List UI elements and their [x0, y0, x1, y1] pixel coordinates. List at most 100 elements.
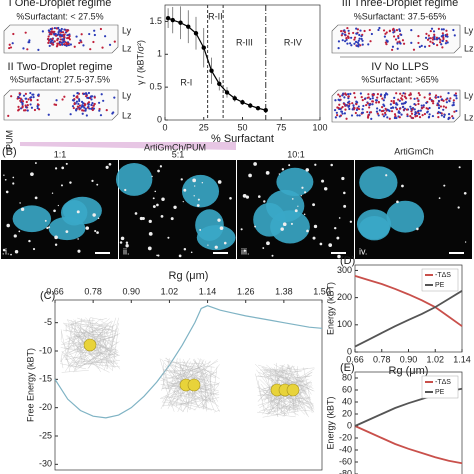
granule — [96, 183, 99, 186]
particle — [440, 28, 443, 31]
particle — [374, 99, 378, 102]
particle — [398, 107, 402, 110]
particle — [381, 113, 384, 116]
data-point — [240, 100, 245, 105]
particle — [393, 113, 397, 116]
particle — [358, 114, 361, 117]
polymer-strand — [263, 367, 315, 373]
particle — [441, 32, 444, 35]
granule — [85, 226, 90, 230]
polymer-strand — [274, 365, 284, 379]
header: ArtiGmCh/PUM — [144, 142, 206, 152]
particle — [355, 44, 359, 47]
particle — [429, 29, 432, 33]
particle — [333, 109, 337, 112]
particle — [437, 104, 441, 107]
particle — [442, 108, 445, 111]
x-tick-label: 1.14 — [453, 354, 471, 364]
particle — [383, 35, 386, 38]
particle — [436, 38, 439, 41]
particle — [395, 116, 398, 120]
particle — [340, 30, 343, 33]
particle — [348, 100, 351, 103]
granule — [396, 200, 399, 204]
granule — [194, 185, 196, 187]
granule — [182, 200, 184, 203]
box-axis-label: Ly — [464, 90, 474, 100]
granule — [385, 174, 388, 177]
particle — [391, 48, 394, 51]
granule — [328, 243, 333, 248]
particle — [361, 39, 364, 42]
granule — [217, 218, 221, 222]
polymer-strand — [69, 358, 94, 367]
granule — [125, 244, 129, 248]
side-label: PUM — [4, 130, 14, 150]
particle — [113, 40, 116, 43]
particle — [392, 31, 395, 34]
particle — [437, 95, 440, 99]
particle — [417, 100, 420, 103]
x-tick-label: 1.02 — [426, 354, 444, 364]
plot-frame — [54, 299, 323, 471]
polymer-strand — [280, 399, 295, 414]
granule — [180, 178, 183, 181]
granule — [65, 230, 69, 234]
particle — [394, 106, 397, 109]
particle — [390, 99, 393, 103]
particle — [391, 106, 395, 109]
particle — [98, 109, 101, 112]
particle — [345, 38, 348, 41]
polymer-strand — [262, 404, 300, 411]
particle — [356, 28, 360, 31]
particle — [395, 108, 399, 111]
polymer-strand — [170, 362, 211, 386]
granule — [197, 198, 200, 201]
particle — [420, 107, 424, 110]
particle — [47, 39, 51, 42]
particle — [72, 106, 75, 110]
particle — [393, 96, 396, 99]
granule — [69, 181, 72, 184]
particle — [428, 113, 431, 116]
granule — [313, 224, 318, 229]
granule — [193, 195, 195, 197]
data-point — [165, 15, 171, 21]
particle — [75, 35, 78, 38]
particle — [355, 108, 359, 111]
polymer-strand — [265, 370, 302, 372]
granule — [170, 217, 174, 221]
polymer-strand — [182, 361, 206, 386]
particle — [47, 35, 50, 38]
polymer-strand — [93, 357, 116, 362]
particle — [453, 94, 456, 97]
polymer-strand — [106, 317, 119, 370]
particle — [85, 114, 88, 117]
particle — [24, 31, 27, 34]
data-point — [217, 81, 222, 87]
granule — [243, 249, 246, 252]
particle — [347, 95, 350, 98]
x-tick-label: 1.38 — [275, 286, 293, 296]
particle — [440, 98, 444, 101]
polymer-strand — [260, 383, 281, 409]
polymer-strand — [166, 382, 177, 385]
particle — [406, 113, 409, 116]
granule — [76, 210, 80, 214]
particle — [68, 33, 71, 36]
particle — [369, 97, 372, 101]
polymer-strand — [167, 361, 203, 364]
particle — [409, 93, 412, 96]
polymer-strand — [61, 350, 82, 368]
polymer-strand — [107, 328, 113, 332]
particle — [433, 38, 436, 41]
granule — [196, 204, 200, 207]
particle — [99, 27, 103, 31]
particle — [447, 92, 450, 95]
particle — [350, 114, 354, 117]
regime-range: %Surfactant: 37.5-65% — [354, 11, 447, 21]
granule — [19, 202, 21, 204]
particle — [384, 41, 387, 44]
y-tick-label: -80 — [339, 468, 352, 474]
particle — [60, 34, 64, 37]
